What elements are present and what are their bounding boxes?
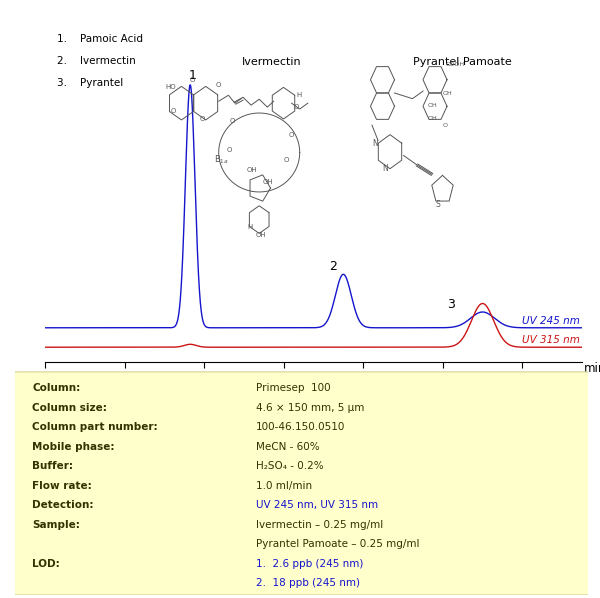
Text: Ivermectin: Ivermectin [242,57,302,68]
Text: O: O [215,83,221,89]
Text: Detection:: Detection: [32,500,94,510]
Text: 1.    Pamoic Acid: 1. Pamoic Acid [57,34,143,44]
Text: min: min [584,362,600,375]
Text: COOH: COOH [445,62,464,68]
Text: Primesep  100: Primesep 100 [256,383,330,393]
Text: Column size:: Column size: [32,402,107,413]
Text: Buffer:: Buffer: [32,461,73,471]
Text: O: O [289,132,294,138]
Text: Pyrantel Pamoate – 0.25 mg/ml: Pyrantel Pamoate – 0.25 mg/ml [256,539,419,549]
Text: OH: OH [262,179,273,185]
Text: UV 245 nm, UV 315 nm: UV 245 nm, UV 315 nm [256,500,378,510]
Text: 2.    Ivermectin: 2. Ivermectin [57,56,136,66]
Text: 2.  18 ppb (245 nm): 2. 18 ppb (245 nm) [256,578,359,588]
Text: O: O [230,118,235,124]
Text: OH: OH [443,91,452,96]
Text: Sample:: Sample: [32,520,80,530]
Text: B$_{1a}$: B$_{1a}$ [214,153,229,166]
Text: Column:: Column: [32,383,80,393]
Text: 1.0 ml/min: 1.0 ml/min [256,481,312,490]
Text: O: O [200,116,205,122]
Text: S: S [435,200,440,209]
Text: UV 245 nm: UV 245 nm [522,316,580,326]
Text: 100-46.150.0510: 100-46.150.0510 [256,422,345,432]
Text: Pyrantel Pamoate: Pyrantel Pamoate [413,57,512,68]
Text: H: H [248,224,253,230]
Text: OH: OH [246,167,257,173]
Text: H: H [296,92,302,98]
Text: OH: OH [427,103,437,108]
Text: 3: 3 [447,298,455,310]
Text: LOD:: LOD: [32,559,60,569]
Text: O: O [293,104,299,110]
Text: O: O [227,148,232,154]
Text: 4.6 × 150 mm, 5 μm: 4.6 × 150 mm, 5 μm [256,402,364,413]
Text: 1.  2.6 ppb (245 nm): 1. 2.6 ppb (245 nm) [256,559,363,569]
Text: O: O [443,123,448,128]
Text: N: N [372,139,378,148]
Text: H₂SO₄ - 0.2%: H₂SO₄ - 0.2% [256,461,323,471]
Text: N: N [383,164,388,173]
Text: OH: OH [256,233,266,239]
Text: OH: OH [427,115,437,121]
Text: 2: 2 [329,260,337,273]
Text: UV 315 nm: UV 315 nm [522,335,580,345]
Text: Mobile phase:: Mobile phase: [32,441,115,451]
Text: Ivermectin – 0.25 mg/ml: Ivermectin – 0.25 mg/ml [256,520,383,530]
Text: 3.    Pyrantel: 3. Pyrantel [57,78,123,87]
Text: O: O [171,108,176,114]
FancyBboxPatch shape [12,372,591,595]
Text: MeCN - 60%: MeCN - 60% [256,441,319,451]
Text: 1: 1 [188,69,196,82]
Text: Flow rate:: Flow rate: [32,481,92,490]
Text: O: O [284,157,289,163]
Text: Column part number:: Column part number: [32,422,158,432]
Text: HO: HO [165,84,176,90]
Text: O: O [190,77,195,84]
